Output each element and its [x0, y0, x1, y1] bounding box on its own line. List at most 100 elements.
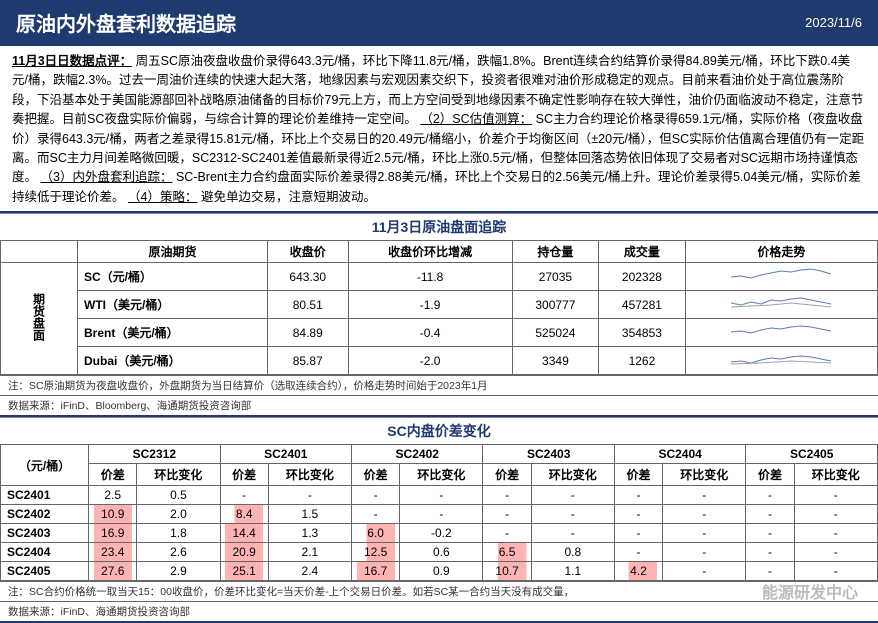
sub-chg: 环比变化	[663, 464, 746, 486]
cell: -	[794, 562, 877, 581]
cell: 25.1	[220, 562, 268, 581]
sub-spread: 价差	[483, 464, 531, 486]
sub-chg: 环比变化	[794, 464, 877, 486]
cell: 0.9	[400, 562, 483, 581]
cell: 1.3	[268, 524, 351, 543]
sub-spread: 价差	[746, 464, 794, 486]
cell: -	[663, 543, 746, 562]
cell: -	[268, 486, 351, 505]
cell: -	[663, 562, 746, 581]
row-name: WTI（美元/桶）	[78, 291, 268, 319]
col-vol: 成交量	[599, 241, 686, 263]
col-blank	[1, 241, 78, 263]
cell: 0.6	[400, 543, 483, 562]
spread-table: （元/桶） SC2312 SC2401 SC2402 SC2403 SC2404…	[0, 444, 878, 581]
cell: -	[483, 486, 531, 505]
row-label: SC2401	[1, 486, 89, 505]
spread-header-row2: 价差环比变化 价差环比变化 价差环比变化 价差环比变化 价差环比变化 价差环比变…	[1, 464, 878, 486]
cell: -	[400, 505, 483, 524]
row-spark	[685, 291, 877, 319]
sub-chg: 环比变化	[531, 464, 614, 486]
sub-chg: 环比变化	[137, 464, 220, 486]
panel1-title: 11月3日原油盘面追踪	[0, 213, 878, 240]
cell: 12.5	[352, 543, 400, 562]
row-label: SC2403	[1, 524, 89, 543]
commentary-seg4: 避免单边交易，注意短期波动。	[201, 190, 376, 204]
contract-col: SC2405	[746, 445, 878, 464]
cell: 10.7	[483, 562, 531, 581]
cell: 1.8	[137, 524, 220, 543]
cell: 20.9	[220, 543, 268, 562]
commentary-seg3-title: （3）内外盘套利追踪：	[41, 170, 173, 184]
cell: 2.6	[137, 543, 220, 562]
cell: 16.7	[352, 562, 400, 581]
cell: 2.1	[268, 543, 351, 562]
col-trend: 价格走势	[685, 241, 877, 263]
cell: -0.2	[400, 524, 483, 543]
cell: 8.4	[220, 505, 268, 524]
table-row: SC2403 16.91.8 14.41.3 6.0-0.2 -- -- --	[1, 524, 878, 543]
row-close: 85.87	[267, 347, 348, 375]
sub-chg: 环比变化	[268, 464, 351, 486]
table-header-row: 原油期货 收盘价 收盘价环比增减 持仓量 成交量 价格走势	[1, 241, 878, 263]
row-chg: -1.9	[348, 291, 512, 319]
cell: -	[794, 505, 877, 524]
report-date: 2023/11/6	[805, 15, 862, 30]
row-label: SC2405	[1, 562, 89, 581]
unit-label: （元/桶）	[1, 445, 89, 486]
cell: 0.5	[137, 486, 220, 505]
cell: 6.0	[352, 524, 400, 543]
cell: -	[483, 505, 531, 524]
sub-spread: 价差	[220, 464, 268, 486]
cell: -	[352, 505, 400, 524]
page-title: 原油内外盘套利数据追踪	[16, 8, 236, 37]
cell: -	[614, 505, 662, 524]
header-bar: 原油内外盘套利数据追踪 2023/11/6	[0, 0, 878, 46]
row-name: Dubai（美元/桶）	[78, 347, 268, 375]
row-label: SC2402	[1, 505, 89, 524]
row-chg: -2.0	[348, 347, 512, 375]
cell: -	[614, 524, 662, 543]
col-oi: 持仓量	[512, 241, 599, 263]
panel1-src: 数据来源：iFinD、Bloomberg、海通期货投资咨询部	[0, 395, 878, 417]
group-label: 期货盘面	[1, 263, 78, 375]
cell: 27.6	[89, 562, 137, 581]
cell: -	[746, 562, 794, 581]
table-row: SC2402 10.92.0 8.41.5 -- -- -- --	[1, 505, 878, 524]
table-row: SC2401 2.50.5 -- -- -- -- --	[1, 486, 878, 505]
panel1-note: 注：SC原油期货为夜盘收盘价，外盘期货为当日结算价（选取连续合约），价格走势时间…	[0, 375, 878, 395]
sub-chg: 环比变化	[400, 464, 483, 486]
cell: -	[483, 524, 531, 543]
contract-col: SC2401	[220, 445, 351, 464]
cell: 2.4	[268, 562, 351, 581]
spread-header-row1: （元/桶） SC2312 SC2401 SC2402 SC2403 SC2404…	[1, 445, 878, 464]
row-oi: 300777	[512, 291, 599, 319]
col-close: 收盘价	[267, 241, 348, 263]
sub-spread: 价差	[89, 464, 137, 486]
row-close: 80.51	[267, 291, 348, 319]
cell: 1.1	[531, 562, 614, 581]
panel2-note: 注：SC合约价格统一取当天15：00收盘价，价差环比变化=当天价差-上个交易日价…	[0, 581, 878, 601]
row-oi: 525024	[512, 319, 599, 347]
row-vol: 202328	[599, 263, 686, 291]
row-vol: 354853	[599, 319, 686, 347]
commentary-seg4-title: （4）策略：	[128, 190, 197, 204]
contract-col: SC2403	[483, 445, 614, 464]
row-close: 84.89	[267, 319, 348, 347]
commentary-lead: 11月3日日数据点评：	[12, 54, 132, 68]
row-close: 643.30	[267, 263, 348, 291]
table-row: SC2404 23.42.6 20.92.1 12.50.6 6.50.8 --…	[1, 543, 878, 562]
panel2-title: SC内盘价差变化	[0, 417, 878, 444]
contract-col: SC2312	[89, 445, 220, 464]
contract-col: SC2404	[614, 445, 745, 464]
row-name: Brent（美元/桶）	[78, 319, 268, 347]
row-chg: -0.4	[348, 319, 512, 347]
commentary-block: 11月3日日数据点评： 周五SC原油夜盘收盘价录得643.3元/桶，环比下降11…	[0, 46, 878, 213]
cell: 23.4	[89, 543, 137, 562]
cell: -	[531, 524, 614, 543]
cell: -	[614, 543, 662, 562]
cell: -	[794, 524, 877, 543]
cell: 0.8	[531, 543, 614, 562]
cell: -	[794, 543, 877, 562]
row-vol: 1262	[599, 347, 686, 375]
